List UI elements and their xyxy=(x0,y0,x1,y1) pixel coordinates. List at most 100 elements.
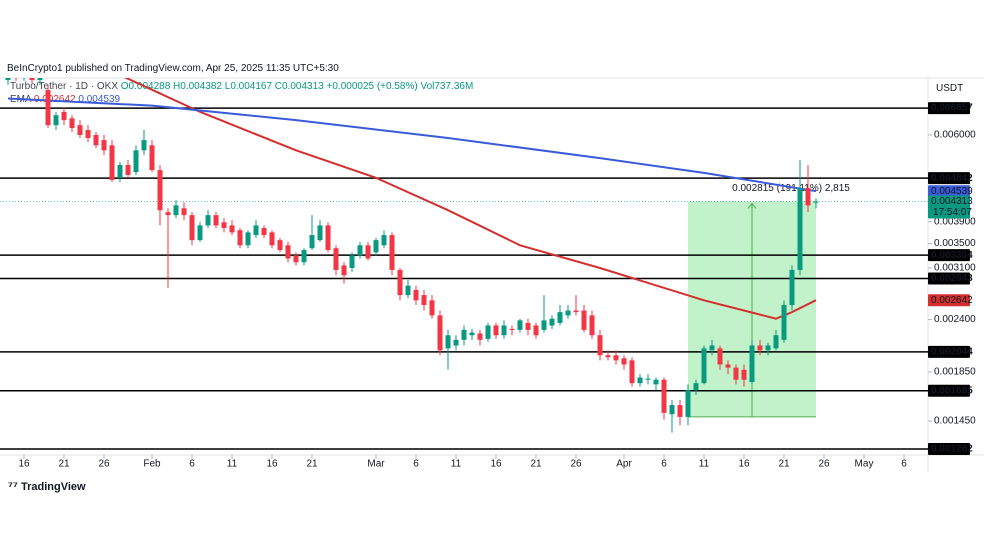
candle-body xyxy=(717,348,723,365)
candle-body xyxy=(693,383,699,391)
countdown: 17:54:07 xyxy=(933,207,972,218)
y-tick-label: 0.006000 xyxy=(934,130,976,141)
x-tick-label: May xyxy=(855,459,874,470)
level-badge xyxy=(928,249,970,262)
candle-body xyxy=(741,369,747,380)
level-label: 0.002943 xyxy=(931,273,973,284)
candle-body xyxy=(101,140,107,151)
candle-body xyxy=(133,150,139,173)
footer-logo: ⁷⁷ TradingView xyxy=(8,479,86,493)
candle-body xyxy=(13,78,19,79)
candle-body xyxy=(405,285,411,296)
candle-body xyxy=(413,289,419,301)
candle-body xyxy=(709,345,715,351)
y-tick-label: 0.001850 xyxy=(934,367,976,378)
candle-body xyxy=(573,310,579,313)
candle-body xyxy=(61,111,67,121)
candle-body xyxy=(661,379,667,413)
candle-body xyxy=(237,230,243,246)
candle-body xyxy=(629,360,635,384)
candle-body xyxy=(341,265,347,276)
candle-body xyxy=(469,332,475,336)
candle-body xyxy=(77,125,83,135)
candle-body xyxy=(181,208,187,216)
level-label: 0.001262 xyxy=(931,444,973,455)
candle-body xyxy=(757,345,763,351)
candle-body xyxy=(397,269,403,296)
candle-body xyxy=(445,335,451,349)
pane: 0.002815 (191.11%) 2,815 xyxy=(0,78,928,450)
ema-line xyxy=(124,78,817,320)
candle-body xyxy=(685,390,691,417)
candle-body xyxy=(533,325,539,336)
level-badge xyxy=(928,272,970,285)
candle-body xyxy=(277,240,283,250)
candle-body xyxy=(21,78,27,79)
candle-body xyxy=(157,170,163,211)
candle-body xyxy=(773,335,779,349)
candle-body xyxy=(517,320,523,330)
candle-body xyxy=(229,225,235,233)
x-tick-label: 16 xyxy=(738,459,750,470)
x-tick-label: 11 xyxy=(699,459,710,470)
candle-body xyxy=(525,322,531,330)
footer-text: TradingView xyxy=(20,481,86,493)
x-tick-label: 26 xyxy=(570,459,582,470)
x-tick-label: 11 xyxy=(451,459,462,470)
candle-body xyxy=(637,377,643,384)
x-tick-label: 6 xyxy=(901,459,907,470)
y-tick-label: 0.003100 xyxy=(934,263,976,274)
x-tick-label: 26 xyxy=(98,459,110,470)
candle-body xyxy=(597,335,603,356)
symbol: Turbo/Tether · 1D · OKX xyxy=(10,81,118,92)
level-badge xyxy=(928,102,970,115)
candle-body xyxy=(421,295,427,305)
candle-body xyxy=(317,225,323,241)
candle-body xyxy=(589,315,595,336)
measure-box xyxy=(688,201,816,417)
candle-body xyxy=(725,364,731,368)
candle-body xyxy=(309,235,315,249)
x-tick-label: 21 xyxy=(530,459,542,470)
candle-body xyxy=(541,320,547,330)
candle-body xyxy=(501,325,507,336)
candle-body xyxy=(565,310,571,316)
candle-body xyxy=(389,235,395,270)
candle-body xyxy=(245,232,251,246)
candle-body xyxy=(117,164,123,178)
candle-body xyxy=(349,255,355,268)
candle-body xyxy=(613,355,619,361)
y-tick-label: 0.003500 xyxy=(934,238,976,249)
x-tick-label: 6 xyxy=(661,459,667,470)
x-tick-label: 6 xyxy=(189,459,195,470)
candle-body xyxy=(125,164,131,175)
price-badge xyxy=(928,195,970,219)
candle-body xyxy=(293,255,299,263)
candle-body xyxy=(285,245,291,259)
x-tick-label: 11 xyxy=(227,459,238,470)
x-tick-label: 26 xyxy=(818,459,830,470)
ema-value-label: 0.004539 xyxy=(931,186,973,197)
candle-body xyxy=(813,201,819,203)
level-badge xyxy=(928,172,970,185)
candle-body xyxy=(549,318,555,326)
y-tick-label: 0.001450 xyxy=(934,416,976,427)
ema-value-label: 0.002642 xyxy=(931,295,973,306)
candle-body xyxy=(645,378,651,380)
candle-body xyxy=(269,232,275,246)
axes: 0.006000 0.003900 0.003500 0.003100 0.002400… xyxy=(18,102,976,470)
candle-body xyxy=(253,225,259,236)
measure-label: 0.002815 (191.11%) 2,815 xyxy=(732,183,850,194)
ema-legend: EMA 0.002642 0.004539 xyxy=(10,94,120,105)
candle-body xyxy=(733,367,739,380)
candle-body xyxy=(373,240,379,253)
candle-body xyxy=(557,312,563,323)
candle-body xyxy=(69,118,75,129)
x-tick-label: 21 xyxy=(306,459,318,470)
candle-body xyxy=(605,355,611,358)
currency: USDT xyxy=(936,83,964,94)
candle-body xyxy=(749,345,755,383)
x-tick-label: Apr xyxy=(616,459,632,470)
candle-body xyxy=(765,345,771,351)
